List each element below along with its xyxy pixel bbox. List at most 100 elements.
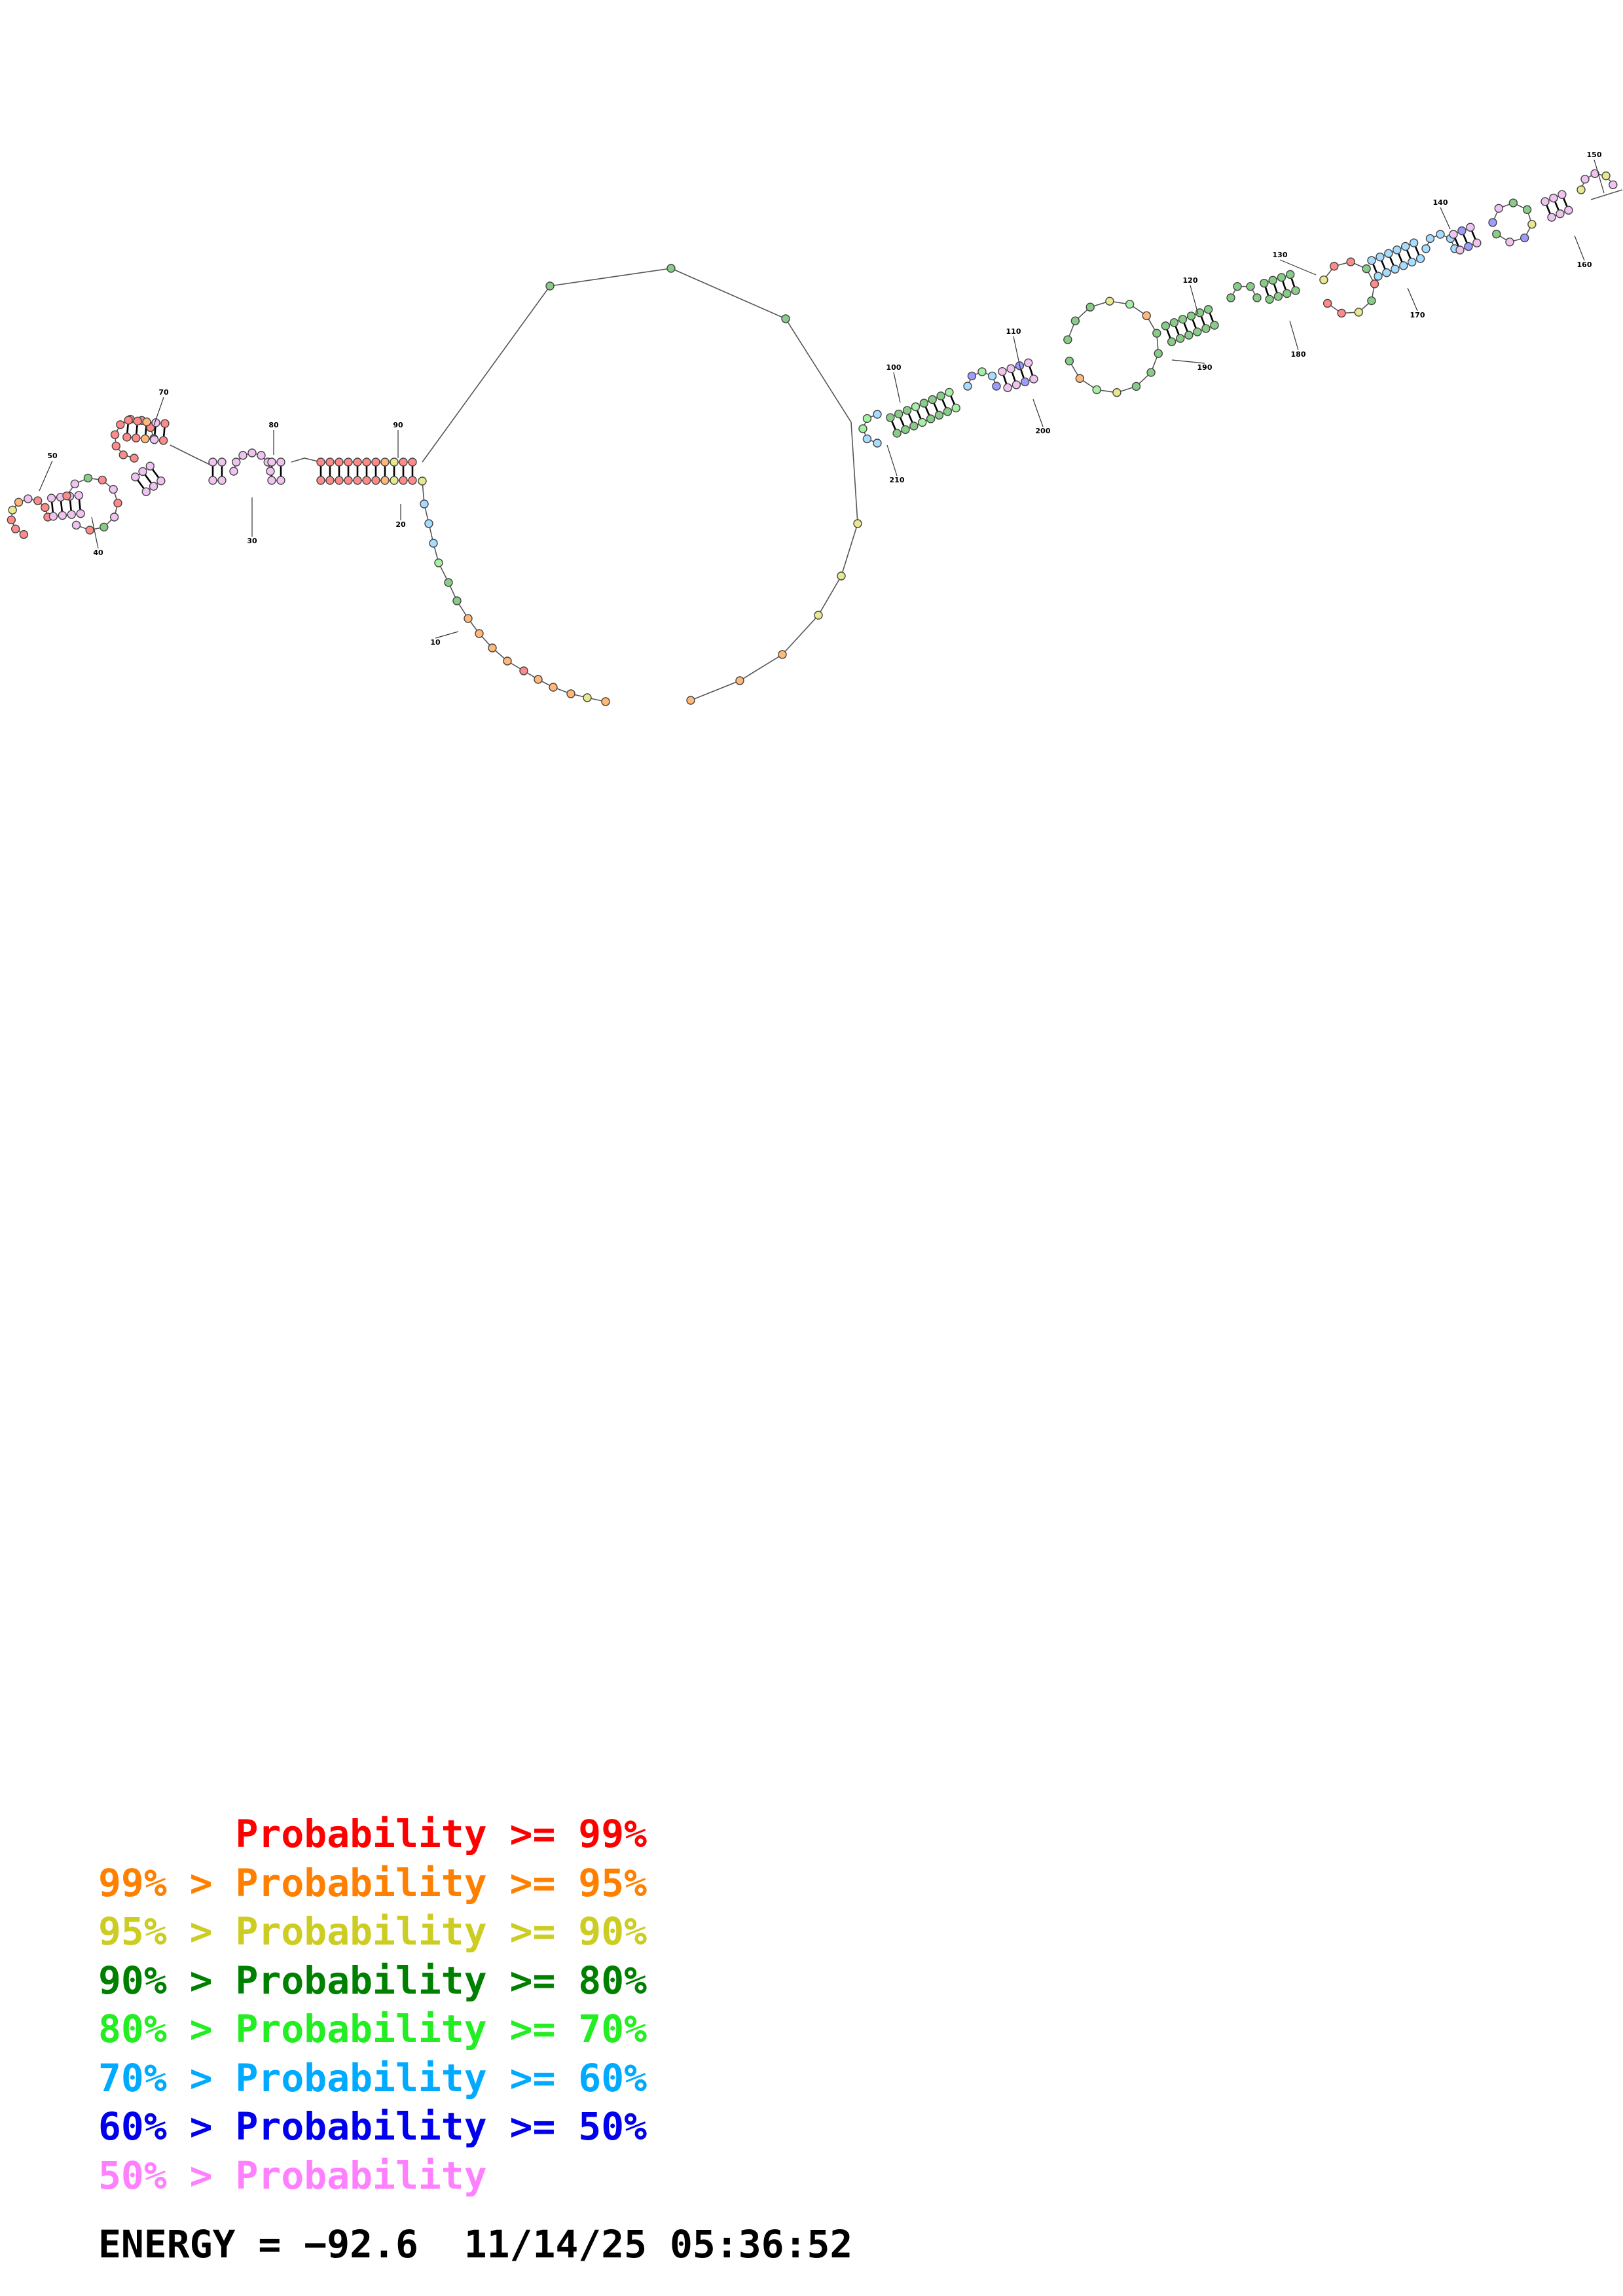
nucleotide <box>1376 252 1385 262</box>
nucleotide <box>1322 298 1332 308</box>
nucleotide <box>1201 324 1211 333</box>
legend-label: Probability >= 90% <box>235 1909 647 1954</box>
nucleotide <box>666 264 676 273</box>
nucleotide <box>1590 169 1599 179</box>
nucleotide <box>1520 233 1529 243</box>
position-label: 130 <box>1273 251 1288 259</box>
nucleotide <box>951 403 960 413</box>
nucleotide <box>1146 368 1156 377</box>
legend-label: Probability >= 99% <box>235 1812 647 1856</box>
nucleotide <box>1195 308 1205 317</box>
nucleotide <box>1399 261 1408 270</box>
nucleotide <box>735 676 744 685</box>
nucleotide <box>928 395 937 404</box>
nucleotide <box>119 450 128 459</box>
nucleotide <box>429 539 438 548</box>
nucleotide <box>208 457 217 467</box>
nucleotide <box>1436 230 1445 239</box>
nucleotide <box>24 494 33 503</box>
position-labels: 10 20 30 40 50 70 80 90 100 110 120 130 140 150 160 170… <box>39 151 1605 647</box>
nucleotide <box>100 522 109 532</box>
nucleotide <box>344 476 353 485</box>
nucleotide <box>85 526 94 535</box>
position-tick <box>91 516 99 549</box>
nucleotide <box>33 496 43 505</box>
nucleotide <box>452 596 462 605</box>
nucleotide <box>1167 337 1176 346</box>
nucleotides <box>7 169 1618 706</box>
nucleotide <box>778 650 787 659</box>
position-label: 80 <box>268 421 279 429</box>
nucleotide <box>149 435 159 444</box>
position-tick <box>39 460 53 492</box>
nucleotide <box>1268 276 1277 285</box>
nucleotide <box>267 457 276 467</box>
nucleotide <box>408 457 417 467</box>
nucleotide <box>1508 198 1518 207</box>
nucleotide <box>1065 356 1074 366</box>
nucleotide <box>238 451 247 460</box>
nucleotide <box>992 382 1001 391</box>
nucleotide <box>1577 185 1586 194</box>
nucleotide <box>686 696 695 705</box>
nucleotide <box>1415 254 1425 263</box>
nucleotide <box>325 476 335 485</box>
nucleotide <box>503 656 512 666</box>
nucleotide <box>892 429 902 438</box>
nucleotide <box>62 491 71 501</box>
nucleotide <box>113 498 122 508</box>
nucleotide <box>963 382 972 391</box>
nucleotide <box>74 491 84 500</box>
nucleotide <box>945 387 954 397</box>
nucleotide <box>1346 257 1355 266</box>
rna-structure-diagram: 10 20 30 40 50 70 80 90 100 110 120 130 140 150 160 170… <box>7 151 1623 706</box>
backbone-segment <box>1007 378 1034 389</box>
position-tick <box>1440 207 1451 230</box>
nucleotide <box>1455 245 1465 255</box>
nucleotide <box>14 497 24 507</box>
nucleotide <box>1131 382 1141 391</box>
nucleotide <box>1393 245 1402 255</box>
backbone-segment <box>1269 290 1296 300</box>
nucleotide <box>1527 219 1537 229</box>
nucleotide <box>83 473 93 483</box>
position-label: 50 <box>47 452 58 460</box>
nucleotide <box>1186 312 1196 321</box>
nucleotide <box>1400 242 1410 251</box>
nucleotide <box>132 433 141 442</box>
legend-row: 80% > Probability >= 70% <box>98 2005 647 2054</box>
nucleotide <box>145 461 155 471</box>
nucleotide <box>8 505 17 514</box>
nucleotide <box>519 666 528 675</box>
nucleotide <box>534 675 543 684</box>
nucleotide <box>1176 334 1185 343</box>
nucleotide <box>1012 380 1021 389</box>
nucleotide <box>130 454 139 463</box>
nucleotide <box>886 413 895 422</box>
legend-row: 70% > Probability >= 60% <box>98 2054 647 2103</box>
nucleotide <box>266 467 275 476</box>
nucleotide <box>1282 289 1292 298</box>
position-tick <box>1032 399 1044 427</box>
nucleotide <box>1142 311 1151 321</box>
nucleotide <box>1449 230 1458 239</box>
nucleotide <box>362 476 371 485</box>
nucleotide <box>1466 223 1475 232</box>
nucleotide <box>998 367 1007 376</box>
nucleotide <box>110 430 120 439</box>
nucleotide <box>76 509 85 518</box>
position-label: 170 <box>1410 311 1425 319</box>
backbone-segment <box>1230 285 1258 298</box>
nucleotide <box>1367 296 1376 306</box>
nucleotide <box>1609 180 1618 189</box>
nucleotide <box>1547 213 1556 222</box>
legend-row: 99% > Probability >= 95% <box>98 1859 647 1908</box>
base-pairs <box>50 194 1570 517</box>
nucleotide <box>156 476 166 486</box>
legend-prefix <box>98 1812 236 1856</box>
nucleotide <box>1384 249 1393 258</box>
nucleotide <box>1169 318 1179 327</box>
nucleotide <box>399 457 408 467</box>
nucleotide <box>873 439 882 448</box>
nucleotide <box>1024 358 1033 368</box>
